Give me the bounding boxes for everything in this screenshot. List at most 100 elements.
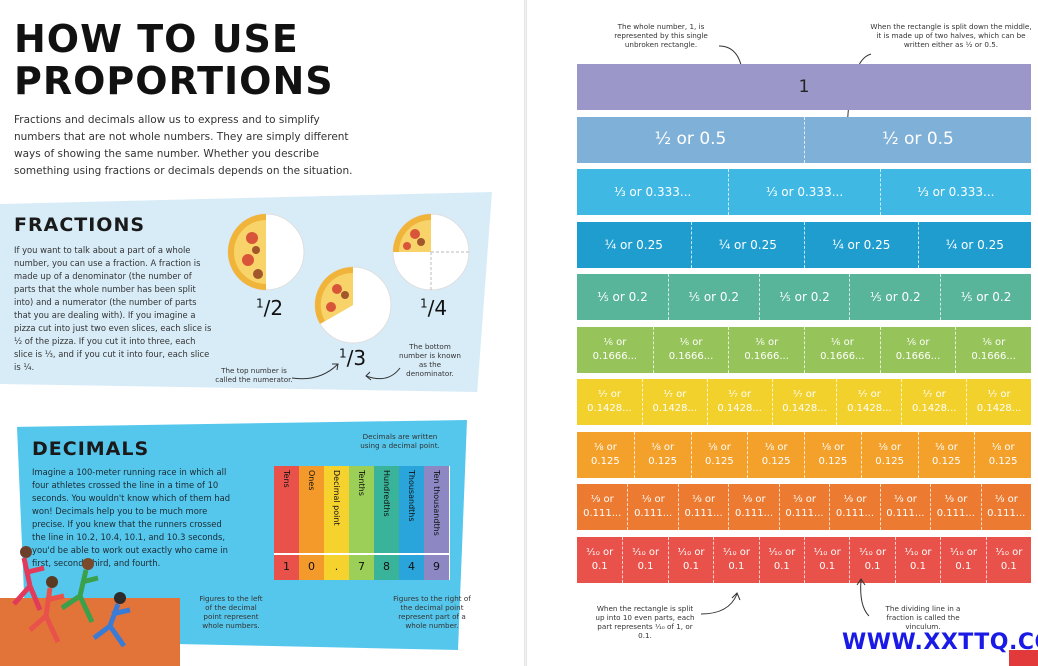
fraction-segment-label: ⅐ or 0.1428... xyxy=(587,389,632,414)
fraction-segment-label: ⅑ or 0.111... xyxy=(886,494,925,519)
fraction-segment: ½ or 0.5 xyxy=(577,117,804,163)
fraction-segment: ⅐ or 0.1428... xyxy=(966,379,1031,425)
fraction-segment: ⅒ or 0.1 xyxy=(667,536,713,583)
fraction-segment-label: ⅐ or 0.1428... xyxy=(652,389,698,414)
fraction-segment-label: ⅒ or 0.1 xyxy=(632,546,660,572)
place-value-label: Hundredths xyxy=(382,470,391,517)
fraction-segment: ½ or 0.5 xyxy=(804,116,1031,163)
place-value-digit: 7 xyxy=(358,560,365,573)
page-corner-tab xyxy=(1009,650,1038,666)
fraction-segment-label: ⅙ or 0.1666... xyxy=(820,336,865,362)
fraction-segment-label: ⅒ or 0.1 xyxy=(859,546,887,572)
fraction-bar: ⅑ or 0.111... ⅑ or 0.111... ⅑ or 0.111... ⅑… xyxy=(577,484,1031,530)
fraction-segment-label: ⅑ or 0.111... xyxy=(785,494,824,519)
fraction-segment: ⅛ or 0.125 xyxy=(917,431,975,478)
fraction-segment: ⅒ or 0.1 xyxy=(804,536,849,583)
fraction-segment: ⅛ or 0.125 xyxy=(690,431,748,478)
right-of-point-note: Figures to the right of the decimal poin… xyxy=(393,594,471,630)
fraction-bar: 1 xyxy=(577,64,1031,110)
fraction-bar: ½ or 0.5 ½ or 0.5 xyxy=(577,116,1031,163)
fraction-segment: ⅒ or 0.1 xyxy=(577,537,622,583)
fraction-segment: ⅒ or 0.1 xyxy=(849,536,894,583)
fraction-half-label: 1/2 xyxy=(256,296,284,320)
fraction-segment: ⅙ or 0.1666... xyxy=(955,326,1031,373)
fraction-segment: ⅑ or 0.111... xyxy=(577,484,627,530)
fraction-segment: ⅐ or 0.1428... xyxy=(577,379,642,425)
fraction-segment-label: ⅒ or 0.1 xyxy=(768,546,796,572)
fraction-segment-label: ⅒ or 0.1 xyxy=(904,546,932,572)
fraction-segment-label: ¼ or 0.25 xyxy=(832,237,891,252)
fraction-segment-label: ⅛ or 0.125 xyxy=(648,441,677,467)
fraction-segment-label: ⅑ or 0.111... xyxy=(835,494,875,519)
left-page: HOW TO USE PROPORTIONS Fractions and dec… xyxy=(0,17,492,666)
numerator-note: The top number is called the numerator. xyxy=(215,366,293,384)
fraction-segment-label: ⅓ or 0.333... xyxy=(917,185,995,199)
place-value-digit: 1 xyxy=(283,560,290,573)
place-value-column: Tenths 7 xyxy=(349,466,374,580)
fraction-segment: ⅑ or 0.111... xyxy=(778,484,829,530)
title-line-2: PROPORTIONS xyxy=(14,59,334,103)
fraction-segment: ⅑ or 0.111... xyxy=(980,484,1031,530)
halves-note: When the rectangle is split down the mid… xyxy=(870,22,1032,49)
place-value-column: Decimal point. xyxy=(324,466,349,580)
place-value-column: Ones 0 xyxy=(299,466,324,580)
fraction-segment: 1 xyxy=(577,64,1031,110)
fraction-segment: ⅐ or 0.1428... xyxy=(901,379,966,425)
numerator-arrow-icon xyxy=(291,363,339,380)
fraction-segment: ⅕ or 0.2 xyxy=(667,274,759,320)
fraction-segment: ⅙ or 0.1666... xyxy=(652,326,729,373)
place-value-digit: 4 xyxy=(408,560,415,573)
place-value-label: Ones xyxy=(307,470,316,491)
fraction-quarter-label: 1/4 xyxy=(420,296,448,320)
place-value-digit: 8 xyxy=(383,560,390,573)
tenths-arrow-icon xyxy=(700,592,741,615)
fraction-segment: ⅑ or 0.111... xyxy=(829,484,879,530)
fraction-bar: ⅕ or 0.2 ⅕ or 0.2 ⅕ or 0.2 ⅕ or 0.2 ⅕ or 0.2 xyxy=(577,274,1031,320)
place-value-label: Thousandths xyxy=(407,470,416,522)
fraction-segment-label: ⅙ or 0.1666... xyxy=(971,336,1016,362)
fraction-segment: ⅛ or 0.125 xyxy=(974,431,1031,478)
fraction-segment: ⅒ or 0.1 xyxy=(622,536,667,583)
fraction-segment: ⅑ or 0.111... xyxy=(879,484,930,530)
book-spine xyxy=(524,0,527,666)
fraction-segment-label: ⅓ or 0.333... xyxy=(613,185,692,199)
fraction-segment: ⅓ or 0.333... xyxy=(577,169,728,215)
fraction-segment: ⅛ or 0.125 xyxy=(633,431,691,478)
fraction-bar: ⅙ or 0.1666... ⅙ or 0.1666... ⅙ or 0.1666.… xyxy=(577,326,1031,373)
fraction-segment-label: ⅐ or 0.1428... xyxy=(847,389,892,414)
fraction-segment-label: ⅙ or 0.1666... xyxy=(744,336,789,362)
place-value-digit: 0 xyxy=(308,560,315,573)
fraction-segment-label: ⅑ or 0.111... xyxy=(936,494,975,519)
fraction-segment: ⅒ or 0.1 xyxy=(985,536,1031,583)
fraction-segment-label: ⅐ or 0.1428... xyxy=(782,389,827,414)
fraction-segment: ⅕ or 0.2 xyxy=(940,274,1031,320)
intro-paragraph: Fractions and decimals allow us to expre… xyxy=(14,114,353,177)
left-of-point-note: Figures to the left of the decimal point… xyxy=(199,594,263,630)
fractions-heading: FRACTIONS xyxy=(14,214,146,236)
fraction-segment: ⅑ or 0.111... xyxy=(677,484,728,530)
fraction-segment-label: ⅒ or 0.1 xyxy=(949,546,977,572)
denominator-note: The bottom number is known as the denomi… xyxy=(399,342,461,378)
fraction-segment: ⅑ or 0.111... xyxy=(728,484,778,530)
place-value-label: Tenths xyxy=(357,470,366,496)
place-value-column: Tens 1 xyxy=(274,466,299,580)
fraction-segment-label: ¼ or 0.25 xyxy=(718,237,777,252)
fraction-segment-label: ⅛ or 0.125 xyxy=(761,441,791,467)
place-value-label: Tens xyxy=(282,470,291,488)
decimal-point-note: Decimals are written using a decimal poi… xyxy=(360,432,440,450)
fraction-segment-label: ⅑ or 0.111... xyxy=(583,494,622,519)
fraction-segment: ⅛ or 0.125 xyxy=(747,431,804,478)
decimals-body: Imagine a 100-meter running race in whic… xyxy=(32,467,231,568)
fraction-segment-label: ⅒ or 0.1 xyxy=(813,546,841,572)
fraction-segment-label: ⅕ or 0.2 xyxy=(960,290,1012,304)
fraction-segment: ⅙ or 0.1666... xyxy=(577,327,653,373)
fraction-segment: ⅐ or 0.1428... xyxy=(706,379,772,425)
fraction-segment: ⅕ or 0.2 xyxy=(758,274,850,320)
fraction-segment-label: ⅐ or 0.1428... xyxy=(717,389,762,414)
fraction-segment-label: ⅐ or 0.1428... xyxy=(911,389,957,414)
fraction-bar: ⅒ or 0.1 ⅒ or 0.1 ⅒ or 0.1 ⅒ or 0.1 ⅒ or 0.1… xyxy=(577,536,1031,583)
fraction-segment: ⅓ or 0.333... xyxy=(728,169,879,215)
title-line-1: HOW TO USE xyxy=(14,17,299,61)
fraction-segment: ⅕ or 0.2 xyxy=(849,274,940,320)
place-value-divider xyxy=(274,553,450,555)
